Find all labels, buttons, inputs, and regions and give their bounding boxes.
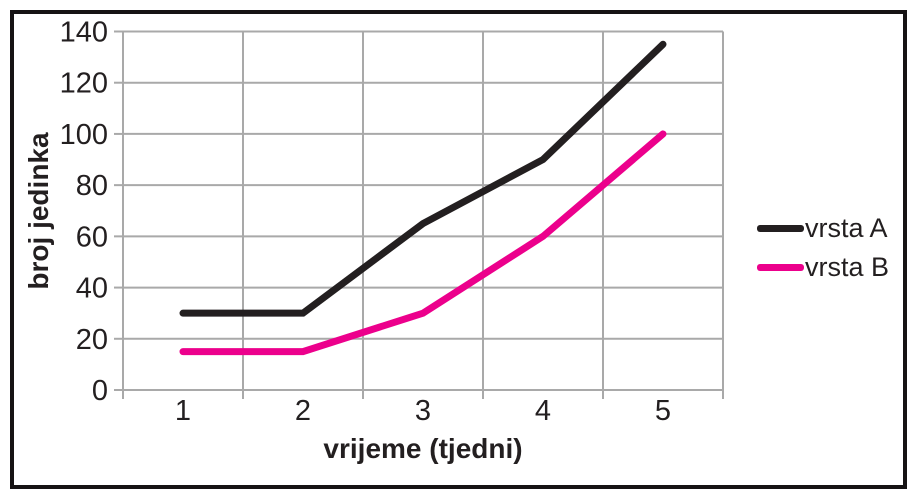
legend-item-vrsta-a: vrsta A (757, 213, 889, 243)
y-tick-label-80: 80 (76, 170, 108, 202)
legend-item-vrsta-b: vrsta B (757, 252, 889, 282)
y-tick-label-120: 120 (60, 68, 108, 100)
y-axis-title: broj jedinka (23, 132, 54, 290)
legend-line-swatch-vrsta-b (757, 263, 804, 271)
y-tick-label-0: 0 (92, 375, 108, 407)
x-axis-title: vrijeme (tjedni) (323, 433, 523, 464)
series-line-vrsta-a (179, 40, 667, 317)
y-tick-label-140: 140 (60, 17, 108, 49)
x-tick-label-1: 1 (175, 395, 191, 427)
legend-label-vrsta-b: vrsta B (805, 251, 890, 282)
y-tick-label-20: 20 (76, 324, 108, 356)
legend: vrsta A vrsta B (757, 213, 889, 282)
y-tick-label-40: 40 (76, 273, 108, 305)
x-tick-label-3: 3 (415, 395, 431, 427)
figure-border (10, 10, 907, 489)
y-tick-label-100: 100 (60, 119, 108, 151)
series-line-vrsta-b (179, 130, 667, 356)
legend-label-vrsta-a: vrsta A (805, 212, 888, 243)
y-tick-label-60: 60 (76, 221, 108, 253)
x-tick-label-4: 4 (535, 395, 551, 427)
legend-line-swatch-vrsta-a (757, 224, 804, 232)
x-tick-label-5: 5 (655, 395, 671, 427)
x-tick-label-2: 2 (295, 395, 311, 427)
